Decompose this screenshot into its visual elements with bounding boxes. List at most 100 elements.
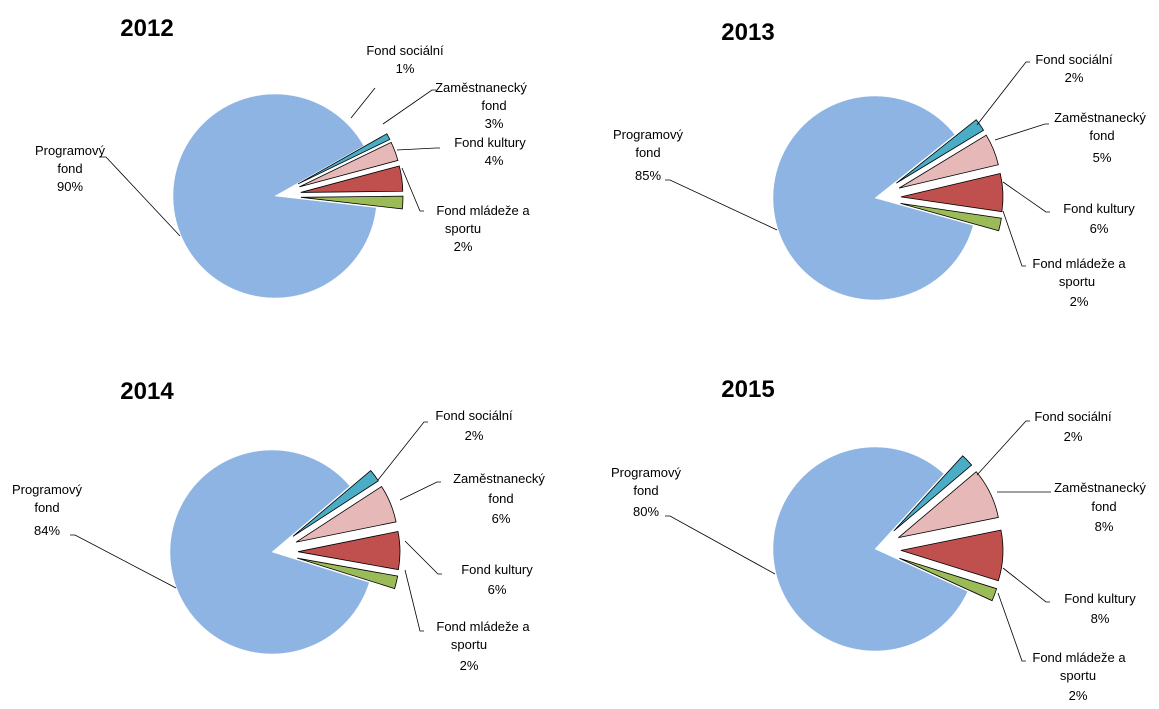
slice-label: Zaměstnanecký	[1054, 480, 1146, 495]
pie-slice	[898, 471, 999, 539]
data-label: 2%	[1064, 429, 1083, 444]
pie-slice	[299, 141, 399, 188]
leader-line	[404, 569, 424, 632]
slice-label: sportu	[1060, 668, 1096, 683]
pie-slice	[297, 530, 401, 571]
chart-title: 2014	[120, 378, 174, 405]
leader-line	[665, 179, 778, 231]
slice-label: fond	[34, 500, 59, 515]
leader-line	[994, 123, 1049, 141]
pie-slice	[900, 173, 1004, 213]
leader-line	[350, 87, 376, 119]
slice-label: Fond mládeže a	[436, 203, 530, 218]
data-label: 6%	[488, 582, 507, 597]
data-label: 8%	[1091, 611, 1110, 626]
slice-label: Fond sociální	[435, 408, 513, 423]
leader-line	[997, 592, 1026, 662]
leader-line	[399, 481, 441, 501]
slice-label: fond	[1091, 499, 1116, 514]
data-label: 2%	[454, 239, 473, 254]
pie-slice	[297, 557, 399, 590]
slice-label: Programový	[35, 143, 106, 158]
leader-line	[976, 420, 1030, 476]
data-label: 8%	[1095, 519, 1114, 534]
data-label: 6%	[1090, 221, 1109, 236]
slice-label: Zaměstnanecký	[453, 471, 545, 486]
slice-label: Programový	[613, 127, 684, 142]
slice-label: fond	[1089, 128, 1114, 143]
data-label: 2%	[465, 428, 484, 443]
pie-chart-2014: 2014 Programový fond 84% Fond sociální 2% Zamě…	[12, 378, 545, 673]
slice-label: Programový	[611, 465, 682, 480]
slice-label: Fond kultury	[1064, 591, 1136, 606]
leader-line	[401, 167, 424, 212]
chart-title: 2013	[721, 19, 774, 46]
pie-chart-2013: 2013 Programový fond 85% Fond sociální 2% Zamě…	[613, 19, 1146, 309]
pie-chart-2012: 2012 Programový fond 90% Fond sociální 1% Zamě…	[35, 15, 530, 299]
slice-label: sportu	[451, 637, 487, 652]
leader-line	[665, 515, 776, 575]
data-label: 2%	[460, 658, 479, 673]
data-label: 1%	[396, 61, 415, 76]
data-label: 90%	[57, 179, 83, 194]
leader-line	[100, 156, 181, 237]
slice-label: fond	[633, 483, 658, 498]
slice-label: Fond mládeže a	[1032, 256, 1126, 271]
data-label: 4%	[485, 153, 504, 168]
slice-label: Fond mládeže a	[1032, 650, 1126, 665]
slice-label: Fond kultury	[461, 562, 533, 577]
slice-label: fond	[481, 98, 506, 113]
pie-slice	[896, 119, 985, 184]
pie-slice	[900, 529, 1004, 582]
slice-label: Fond sociální	[1035, 52, 1113, 67]
leader-line	[404, 540, 442, 575]
leader-line	[377, 421, 428, 481]
leader-line	[976, 61, 1030, 126]
slice-label: Zaměstnanecký	[1054, 110, 1146, 125]
pie-slice	[899, 557, 998, 602]
pie-slice	[300, 165, 404, 193]
pie-slice	[292, 469, 379, 537]
leader-line	[396, 147, 440, 151]
slice-label: Fond kultury	[454, 135, 526, 150]
pie-slice	[772, 95, 974, 301]
slice-label: Zaměstnanecký	[435, 80, 527, 95]
slice-label: Fond mládeže a	[436, 619, 530, 634]
data-label: 3%	[485, 116, 504, 131]
slice-label: Programový	[12, 482, 83, 497]
data-label: 2%	[1065, 70, 1084, 85]
pie-slice	[893, 455, 973, 532]
slice-label: Fond sociální	[366, 43, 444, 58]
data-label: 5%	[1093, 150, 1112, 165]
leader-line	[1002, 181, 1050, 213]
data-label: 84%	[34, 523, 60, 538]
pie-slice	[297, 133, 391, 185]
slice-label: Fond kultury	[1063, 201, 1135, 216]
data-label: 85%	[635, 168, 661, 183]
slice-label: fond	[635, 145, 660, 160]
pie-slice	[898, 134, 999, 189]
chart-title: 2012	[120, 15, 173, 42]
slice-label: fond	[57, 161, 82, 176]
slice-label: sportu	[445, 221, 481, 236]
slice-label: Fond sociální	[1034, 409, 1112, 424]
pie-slice	[772, 446, 969, 652]
pie-slice	[300, 195, 404, 210]
pie-chart-2015: 2015 Programový fond 80% Fond sociální 2% Zamě…	[611, 376, 1146, 703]
slice-label: sportu	[1059, 274, 1095, 289]
leader-line	[70, 534, 177, 589]
data-label: 2%	[1069, 688, 1088, 703]
pie-slice	[295, 485, 397, 543]
chart-title: 2015	[721, 376, 774, 403]
pie-slice	[172, 93, 377, 299]
data-label: 80%	[633, 504, 659, 519]
pie-slice	[169, 449, 370, 655]
leader-line	[382, 89, 436, 125]
leader-line	[1002, 210, 1026, 267]
data-label: 2%	[1070, 294, 1089, 309]
leader-line	[1002, 567, 1050, 603]
pie-slice	[900, 202, 1002, 232]
slice-label: fond	[488, 491, 513, 506]
